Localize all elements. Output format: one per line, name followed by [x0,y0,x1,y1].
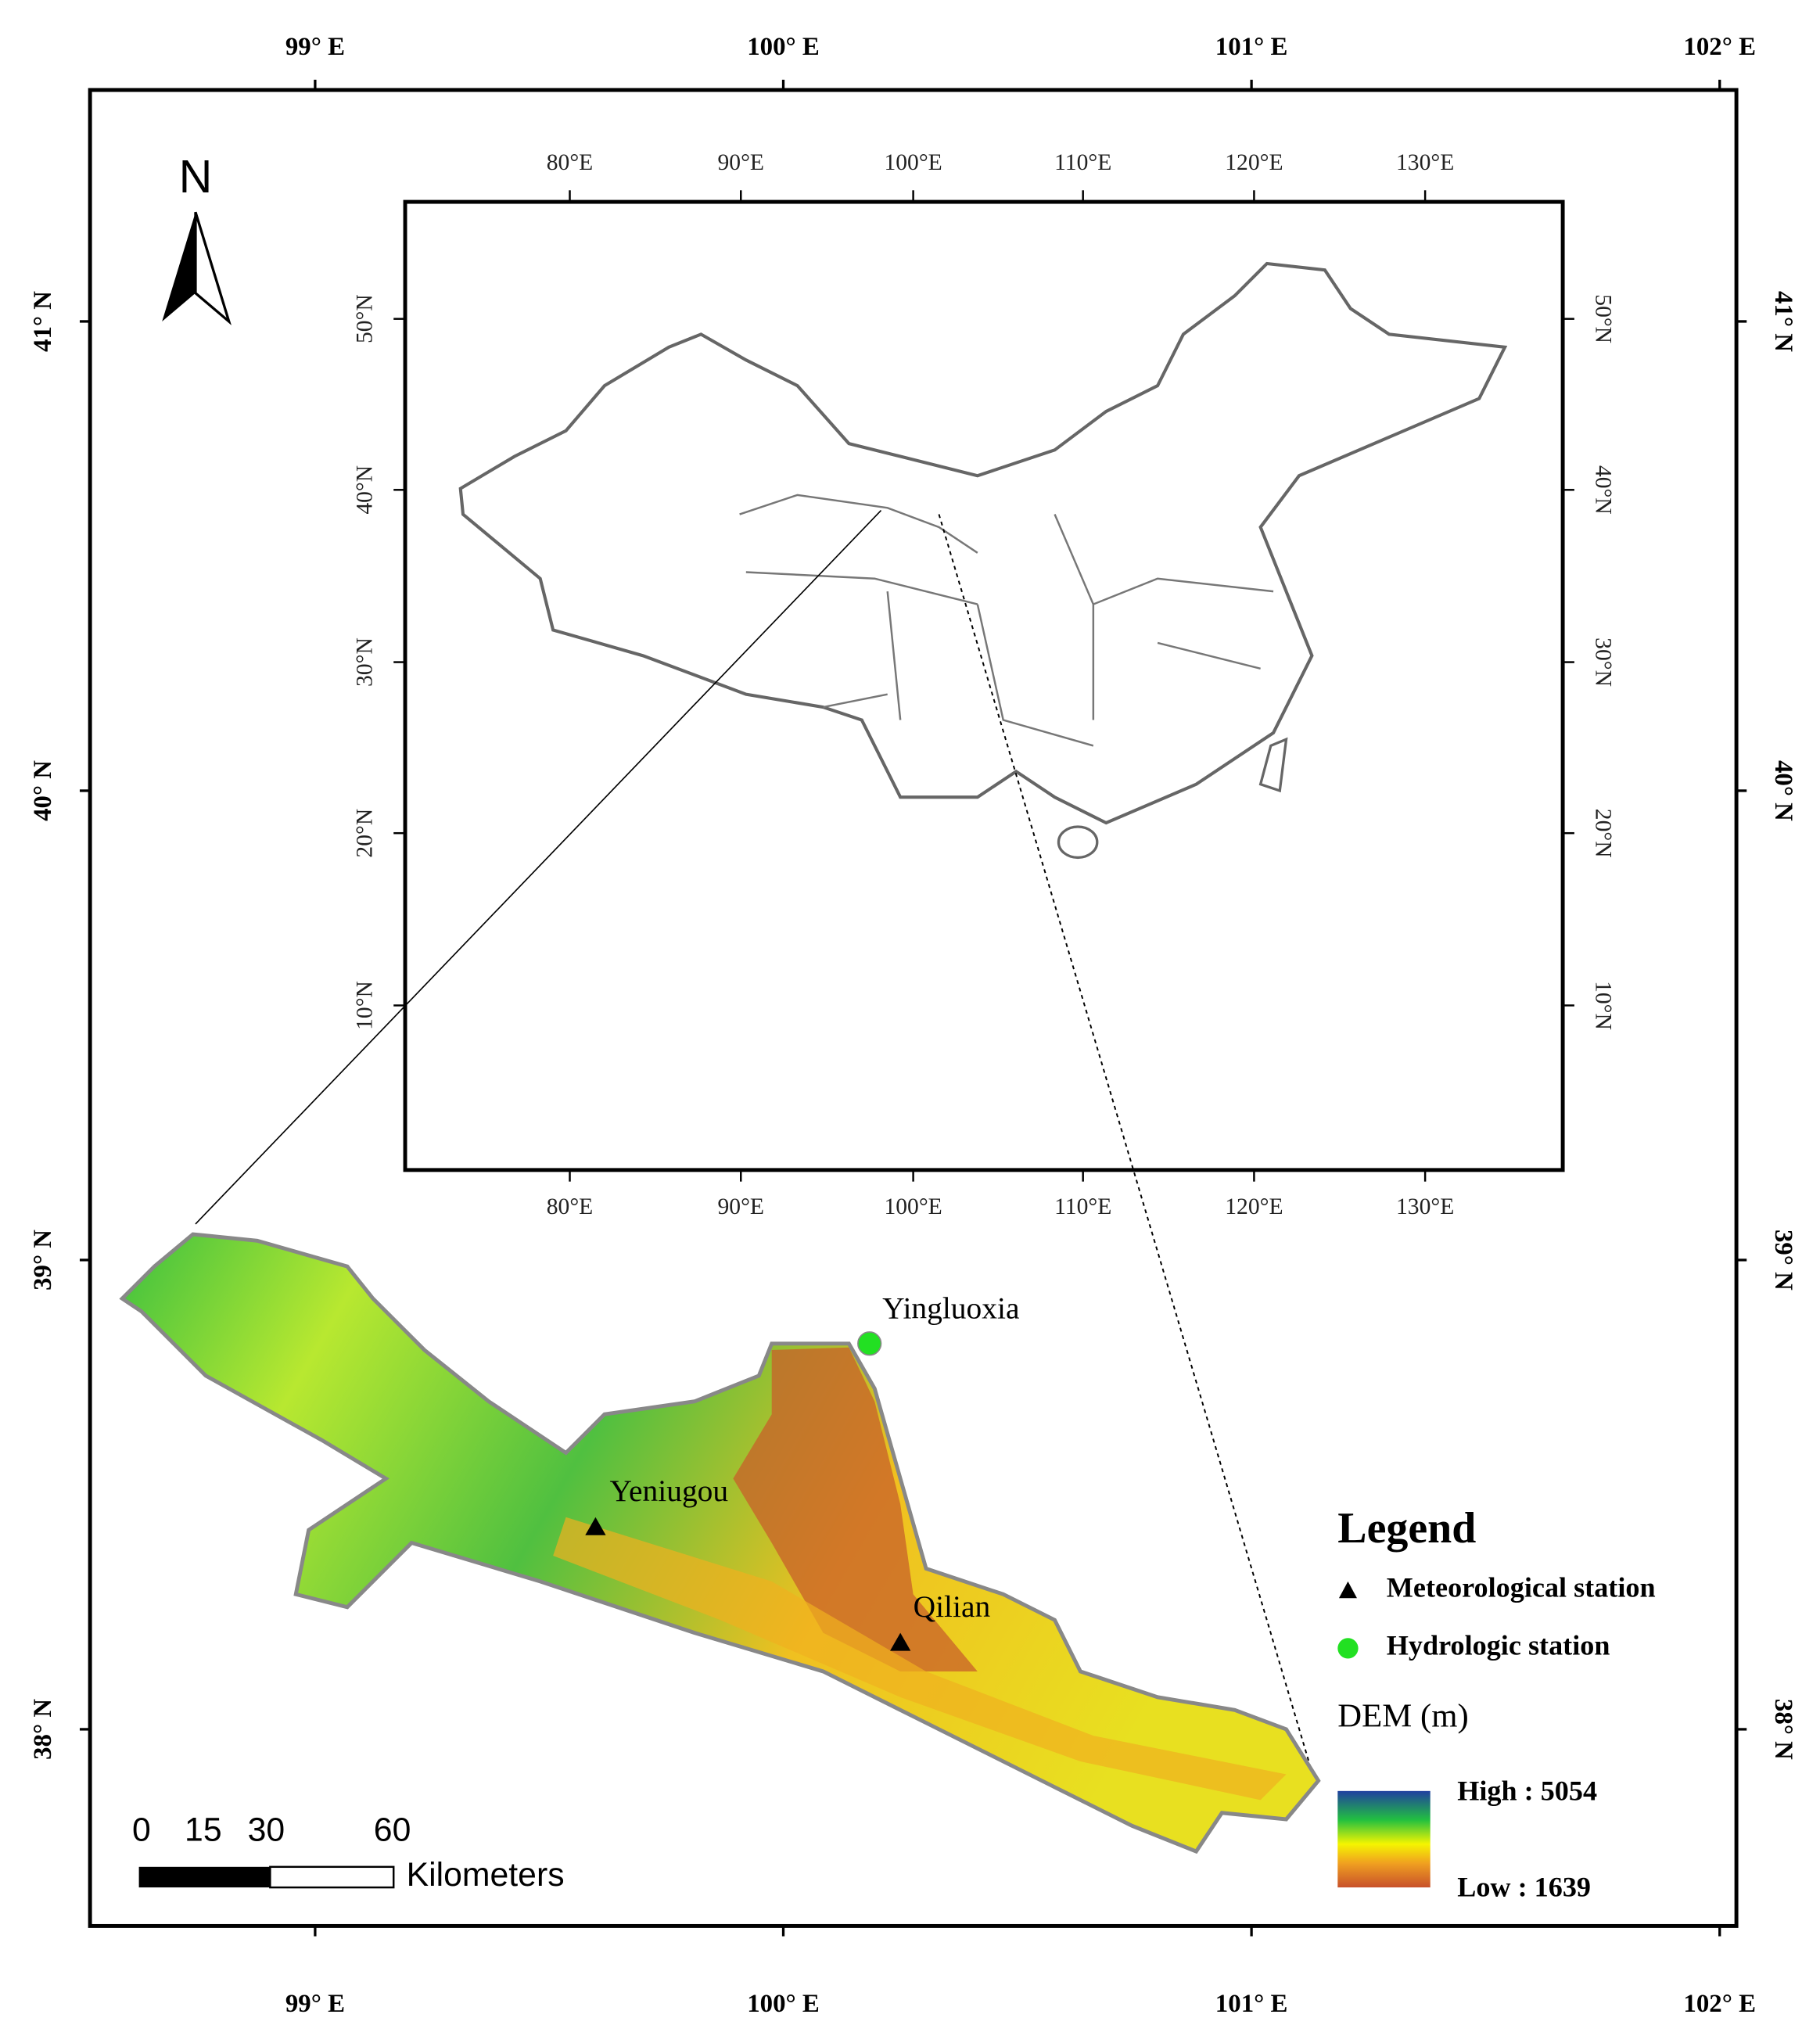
lat-label: 39° N [29,1230,57,1291]
scale-label: 0 [132,1811,151,1849]
station-marker [890,1632,911,1651]
inset-lat-label: 50°N [1591,294,1616,343]
lon-label: 100° E [747,33,820,61]
lat-label: 40° N [29,760,57,821]
lat-label: 38° N [1769,1699,1797,1760]
inset-lat-label: 20°N [352,809,377,858]
dem-low-valley [733,1347,978,1671]
lat-label: 39° N [1769,1230,1797,1291]
inset-lon-label: 80°E [547,150,593,175]
scale-label: 30 [248,1811,285,1849]
inset-lon-label: 120°E [1225,1194,1283,1219]
legend-title: Legend [1337,1504,1476,1553]
lon-label: 99° E [285,1990,345,2018]
dem-title: DEM (m) [1337,1698,1468,1735]
inset-lon-label: 130°E [1396,150,1454,175]
north-arrow [162,212,196,321]
dem-low: Low : 1639 [1457,1872,1591,1903]
inset-lat-label: 10°N [352,981,377,1030]
north-label: N [179,150,213,203]
lon-label: 101° E [1215,1990,1288,2018]
lon-label: 101° E [1215,33,1288,61]
inset-lat-label: 20°N [1591,809,1616,858]
scale-bar [138,1866,271,1888]
station-label: Qilian [914,1589,991,1624]
basin-dem [119,1232,1321,1854]
hainan [1057,825,1099,860]
lon-label: 100° E [747,1990,820,2018]
inset-lon-label: 130°E [1396,1194,1454,1219]
dem-valley [553,1517,1287,1801]
inset-lat-label: 40°N [1591,465,1616,515]
scale-bar [269,1865,395,1889]
legend-marker [1337,1638,1359,1659]
province-borders [739,494,1274,747]
lon-label: 99° E [285,33,345,61]
hydro-marker [857,1331,882,1356]
legend-item: Hydrologic station [1387,1630,1610,1661]
inset-lon-label: 100°E [884,1194,942,1219]
taiwan [1258,737,1288,793]
inset-lat-label: 30°N [352,637,377,687]
station-label: Yingluoxia [882,1291,1019,1326]
china-outline [458,261,1508,825]
inset-lon-label: 120°E [1225,150,1283,175]
lat-label: 38° N [29,1699,57,1760]
inset-lon-label: 90°E [717,150,763,175]
lat-label: 41° N [1769,291,1797,352]
station-label: Yeniugou [610,1474,729,1508]
lat-label: 41° N [29,291,57,352]
inset-lat-label: 50°N [352,294,377,343]
lon-label: 102° E [1683,1990,1756,2018]
zoom-line [195,510,882,1225]
inset-lon-label: 100°E [884,150,942,175]
inset-lat-label: 40°N [352,465,377,515]
dem-high: High : 5054 [1457,1775,1597,1806]
lon-label: 102° E [1683,33,1756,61]
inset-frame [403,199,1565,1172]
inset-lon-label: 80°E [547,1194,593,1219]
inset-lat-label: 10°N [1591,981,1616,1030]
dem-colorbar [1337,1790,1431,1888]
legend-marker [1338,1581,1357,1599]
station-marker [585,1517,606,1535]
inset-lon-label: 110°E [1054,1194,1111,1219]
inset-lon-label: 110°E [1054,150,1111,175]
inset-lon-label: 90°E [717,1194,763,1219]
scale-label: 15 [185,1811,222,1849]
north-arrow [194,211,232,325]
scale-unit: Kilometers [407,1856,565,1894]
scale-label: 60 [374,1811,411,1849]
lat-label: 40° N [1769,760,1797,821]
inset-lat-label: 30°N [1591,637,1616,687]
legend-item: Meteorological station [1387,1572,1656,1603]
map-frame [88,88,1739,1928]
